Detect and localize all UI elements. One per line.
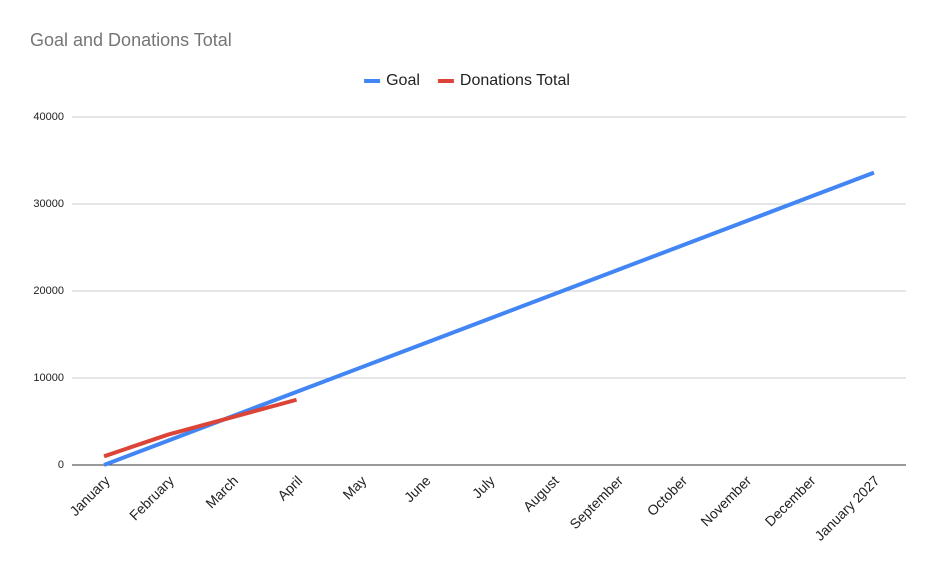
chart-title: Goal and Donations Total <box>30 30 232 50</box>
y-tick-label: 40000 <box>33 111 64 123</box>
legend-label: Donations Total <box>460 72 570 89</box>
y-tick-label: 20000 <box>33 285 64 297</box>
legend-item: Donations Total <box>437 72 570 89</box>
legend-item: Goal <box>364 72 420 89</box>
y-tick-label: 10000 <box>33 372 64 384</box>
y-tick-label: 0 <box>58 459 64 471</box>
legend-label: Goal <box>386 72 420 89</box>
series-line <box>103 397 298 459</box>
y-tick-label: 30000 <box>33 198 64 210</box>
